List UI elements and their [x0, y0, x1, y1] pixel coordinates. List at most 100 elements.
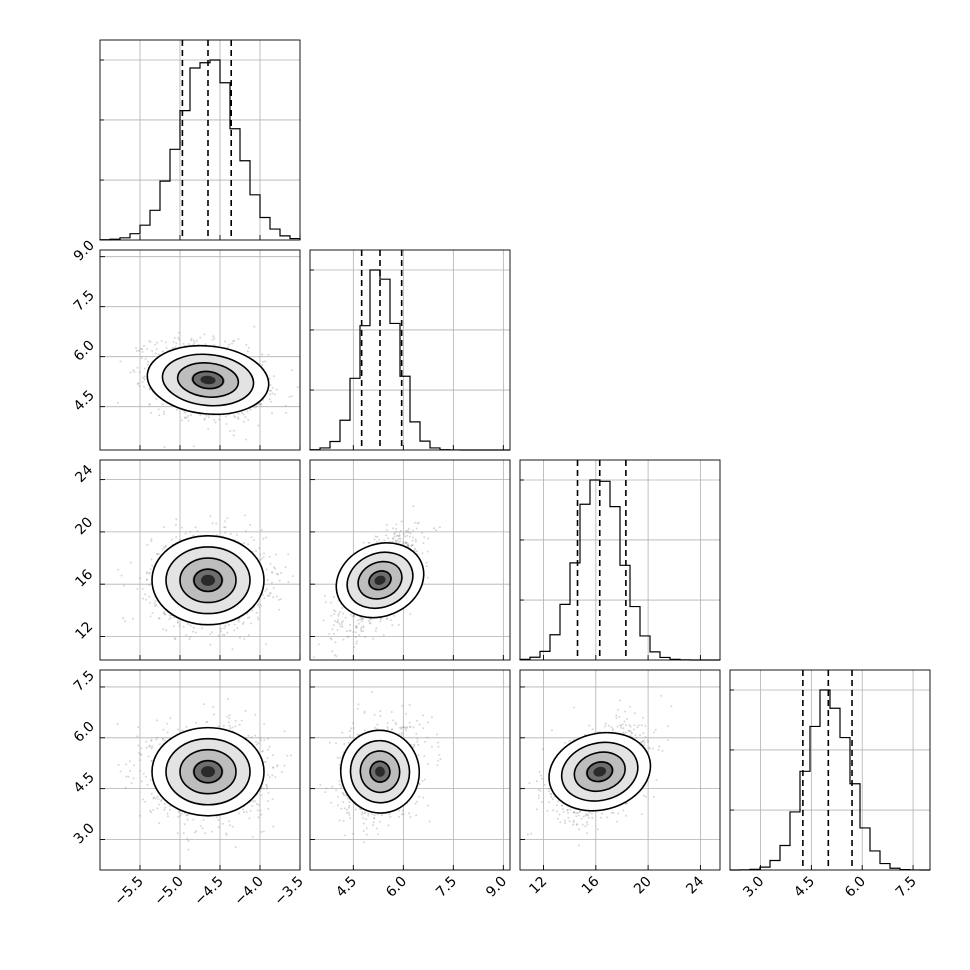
scatter-point: [376, 535, 379, 538]
scatter-point: [341, 625, 344, 628]
scatter-point: [129, 371, 132, 374]
scatter-point: [177, 621, 180, 624]
scatter-point: [165, 346, 168, 349]
scatter-point: [410, 545, 413, 547]
scatter-point: [195, 830, 198, 833]
scatter-point: [427, 537, 429, 540]
scatter-point: [242, 420, 245, 423]
scatter-point: [141, 380, 144, 383]
scatter-point: [403, 542, 406, 545]
scatter-point: [200, 627, 203, 630]
scatter-point: [170, 616, 172, 619]
scatter-point: [154, 352, 157, 355]
scatter-point: [274, 567, 277, 570]
scatter-point: [261, 363, 264, 366]
scatter-point: [324, 601, 327, 604]
scatter-point: [131, 617, 134, 620]
scatter-point: [212, 335, 215, 338]
scatter-point: [284, 566, 287, 569]
scatter-point: [157, 553, 160, 555]
scatter-point: [291, 395, 293, 398]
density-fill-4: [374, 575, 386, 585]
scatter-point: [269, 562, 272, 565]
scatter-point: [254, 713, 257, 716]
scatter-point: [229, 533, 232, 535]
scatter-point: [336, 621, 339, 624]
scatter-point: [225, 423, 228, 425]
scatter-point: [278, 598, 280, 601]
scatter-point: [259, 790, 262, 793]
scatter-point: [259, 402, 262, 405]
scatter-point: [387, 537, 390, 540]
scatter-point: [213, 713, 215, 716]
scatter-point: [267, 737, 270, 740]
scatter-point: [394, 540, 397, 543]
scatter-point: [243, 638, 246, 640]
scatter-point: [379, 617, 382, 620]
scatter-point: [133, 764, 136, 767]
scatter-point: [353, 615, 356, 618]
scatter-point: [330, 601, 333, 604]
scatter-point: [209, 633, 212, 636]
scatter-point: [263, 761, 266, 764]
scatter-point: [150, 538, 153, 541]
scatter-point: [150, 558, 153, 561]
scatter-point: [185, 814, 188, 817]
scatter-point: [154, 343, 157, 346]
scatter-point: [177, 336, 180, 339]
scatter-point: [227, 343, 230, 346]
scatter-point: [156, 553, 159, 556]
scatter-point: [260, 794, 263, 797]
scatter-point: [204, 343, 207, 346]
scatter-point: [165, 722, 168, 725]
scatter-point: [223, 526, 226, 529]
scatter-point: [385, 618, 388, 621]
scatter-point: [164, 806, 167, 809]
scatter-point: [332, 609, 335, 612]
scatter-point: [143, 385, 146, 388]
scatter-point: [249, 408, 252, 411]
scatter-point: [174, 638, 177, 641]
scatter-point: [414, 538, 417, 541]
scatter-point: [407, 545, 410, 548]
scatter-point: [330, 638, 333, 641]
scatter-point: [185, 416, 188, 419]
scatter-point: [138, 371, 141, 373]
scatter-point: [188, 638, 191, 641]
scatter-point: [355, 625, 358, 628]
scatter-point: [374, 629, 377, 632]
scatter-point: [405, 531, 408, 534]
scatter-point: [362, 630, 365, 633]
scatter-point: [349, 613, 352, 616]
scatter-point: [157, 408, 160, 411]
scatter-point: [364, 636, 366, 638]
scatter-point: [139, 347, 142, 350]
scatter-point: [393, 532, 396, 535]
scatter-point: [145, 746, 148, 749]
scatter-point: [344, 616, 347, 619]
scatter-point: [163, 613, 166, 616]
scatter-point: [259, 402, 262, 405]
scatter-point: [253, 325, 256, 328]
scatter-point: [348, 629, 351, 632]
scatter-point: [271, 571, 274, 574]
scatter-point: [421, 531, 423, 534]
scatter-point: [354, 636, 357, 638]
scatter-point: [247, 346, 250, 349]
scatter-point: [231, 825, 234, 828]
scatter-point: [213, 337, 216, 340]
scatter-point: [137, 349, 140, 352]
scatter-point: [259, 559, 262, 561]
scatter-point: [260, 403, 263, 406]
scatter-point: [247, 634, 250, 636]
scatter-point: [245, 343, 248, 346]
scatter-point: [385, 534, 388, 537]
scatter-point: [391, 537, 394, 540]
scatter-point: [399, 537, 402, 540]
scatter-point: [260, 557, 263, 560]
scatter-point: [368, 619, 370, 622]
scatter-point: [256, 604, 259, 607]
scatter-point: [425, 561, 428, 564]
scatter-point: [151, 564, 154, 567]
scatter-point: [393, 533, 396, 535]
